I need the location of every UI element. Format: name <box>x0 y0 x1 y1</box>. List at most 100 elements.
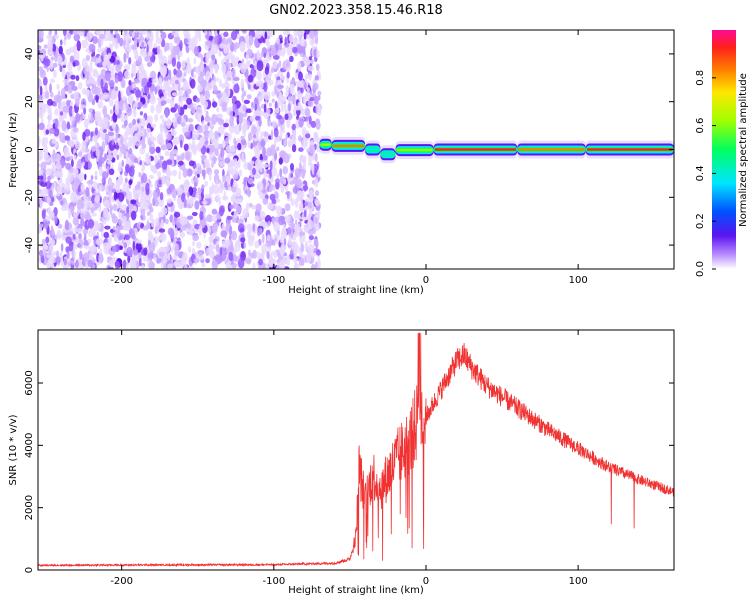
spectrogram-noise-blob <box>192 234 199 242</box>
spectrogram-noise-blob <box>218 50 222 57</box>
spectrogram-noise-blob <box>143 247 148 256</box>
spectrogram-noise-blob <box>197 166 202 175</box>
spectrogram-noise-blob <box>298 71 303 81</box>
spectrogram-noise-blob <box>87 151 91 161</box>
spectrogram-noise-blob <box>38 66 44 72</box>
colorbar-tick-label: 0.6 <box>695 118 706 134</box>
spectrogram-noise-blob <box>139 160 142 166</box>
spectrogram-noise-blob <box>271 166 278 177</box>
spectrogram-noise-blob <box>279 168 283 178</box>
spectrogram-noise-blob <box>199 93 204 104</box>
spectrogram-noise-blob <box>206 147 210 153</box>
spectrogram-noise-blob <box>166 98 172 104</box>
spectrogram-noise-blob <box>221 195 229 201</box>
spectrogram-noise-blob <box>65 236 72 244</box>
spectrogram-noise-blob <box>255 81 260 87</box>
spectrogram-noise-blob <box>270 262 273 268</box>
spectrogram-noise-blob <box>308 190 314 197</box>
spectrogram-noise-blob <box>172 220 176 227</box>
spectrogram-noise-blob <box>38 189 44 200</box>
spectrogram-noise-blob <box>141 77 148 85</box>
spectrogram-noise-blob <box>166 133 172 141</box>
spectrogram-noise-blob <box>64 36 67 41</box>
spectrogram-noise-blob <box>109 192 113 202</box>
spectrogram-x-tick-label: -200 <box>110 275 133 286</box>
spectrogram-noise-blob <box>286 118 291 128</box>
spectrogram-noise-blob <box>65 177 70 187</box>
spectrogram-noise-blob <box>146 81 152 88</box>
spectrogram-noise-blob <box>41 187 49 197</box>
spectrogram-noise-blob <box>184 264 188 269</box>
spectrogram-noise-blob <box>61 68 66 78</box>
spectrogram-noise-blob <box>81 161 85 167</box>
spectrogram-noise-blob <box>103 209 106 214</box>
spectrogram-noise-blob <box>49 78 56 84</box>
spectrogram-noise-blob <box>211 208 218 215</box>
spectrogram-noise-blob <box>298 37 305 47</box>
spectrogram-noise-blob <box>59 132 66 143</box>
spectrogram-noise-blob <box>232 103 237 112</box>
spectrogram-noise-blob <box>272 54 280 60</box>
spectrogram-noise-blob <box>211 44 219 55</box>
spectrogram-noise-blob <box>245 53 249 60</box>
spectrogram-noise-blob <box>254 150 261 159</box>
spectrogram-noise-blob <box>66 121 71 130</box>
spectrogram-noise-blob <box>73 212 79 218</box>
spectrogram-noise-blob <box>317 106 322 116</box>
spectrogram-noise-blob <box>285 133 288 140</box>
spectrogram-noise-blob <box>94 175 98 180</box>
spectrogram-noise-blob <box>88 229 94 238</box>
spectrogram-noise-blob <box>159 155 164 161</box>
spectrogram-noise-blob <box>199 211 204 221</box>
spectrogram-noise-blob <box>275 265 280 269</box>
spectrogram-noise-blob <box>210 66 214 75</box>
snr-x-tick-label: -100 <box>262 576 285 587</box>
spectrogram-noise-blob <box>188 160 195 167</box>
spectrogram-noise-blob <box>54 118 59 129</box>
spectrogram-noise-blob <box>74 98 80 107</box>
spectrogram-noise-blob <box>240 135 245 141</box>
spectrogram-noise-blob <box>119 245 123 250</box>
spectrogram-noise-blob <box>196 113 201 123</box>
spectrogram-noise-blob <box>149 136 157 143</box>
spectrogram-noise-blob <box>160 261 165 269</box>
spectrogram-noise-blob <box>296 190 304 200</box>
spectrogram-noise-blob <box>186 97 193 105</box>
spectrogram-noise-blob <box>260 139 266 148</box>
spectrogram-noise-blob <box>94 195 101 204</box>
spectrogram-noise-blob <box>162 55 165 66</box>
spectrogram-noise-blob <box>91 145 96 152</box>
spectrogram-noise-blob <box>299 251 303 258</box>
spectrogram-noise-blob <box>219 43 225 49</box>
spectrogram-noise-blob <box>119 151 123 158</box>
spectrogram-x-tick-label: 100 <box>569 275 588 286</box>
spectrogram-noise-blob <box>262 146 266 157</box>
spectrogram-noise-blob <box>213 169 220 175</box>
spectrogram-noise-blob <box>263 91 271 101</box>
spectrogram-noise-blob <box>116 154 120 161</box>
spectrogram-noise-blob <box>115 131 119 141</box>
spectrogram-noise-blob <box>68 208 71 220</box>
spectrogram-noise-blob <box>262 163 269 168</box>
tone-core <box>518 148 585 151</box>
spectrogram-noise-blob <box>45 262 53 268</box>
spectrogram-noise-blob <box>191 211 198 217</box>
spectrogram-noise-blob <box>45 236 50 244</box>
spectrogram-noise-blob <box>269 107 273 114</box>
spectrogram-noise-blob <box>209 171 212 182</box>
spectrogram-noise-blob <box>73 33 80 42</box>
spectrogram-noise-blob <box>286 71 290 79</box>
spectrogram-noise-blob <box>123 242 128 249</box>
spectrogram-noise-blob <box>231 55 236 64</box>
spectrogram-noise-blob <box>267 117 271 127</box>
spectrogram-noise-blob <box>237 218 244 225</box>
snr-y-tick-label: 2000 <box>24 495 35 520</box>
spectrogram-noise-blob <box>141 41 145 49</box>
spectrogram-noise-blob <box>210 144 216 153</box>
spectrogram-noise-blob <box>205 161 211 169</box>
spectrogram-noise-blob <box>126 206 130 215</box>
spectrogram-noise-blob <box>204 140 209 146</box>
spectrogram-noise-blob <box>106 256 113 261</box>
spectrogram-noise-blob <box>39 85 43 96</box>
spectrogram-noise-blob <box>245 202 250 210</box>
